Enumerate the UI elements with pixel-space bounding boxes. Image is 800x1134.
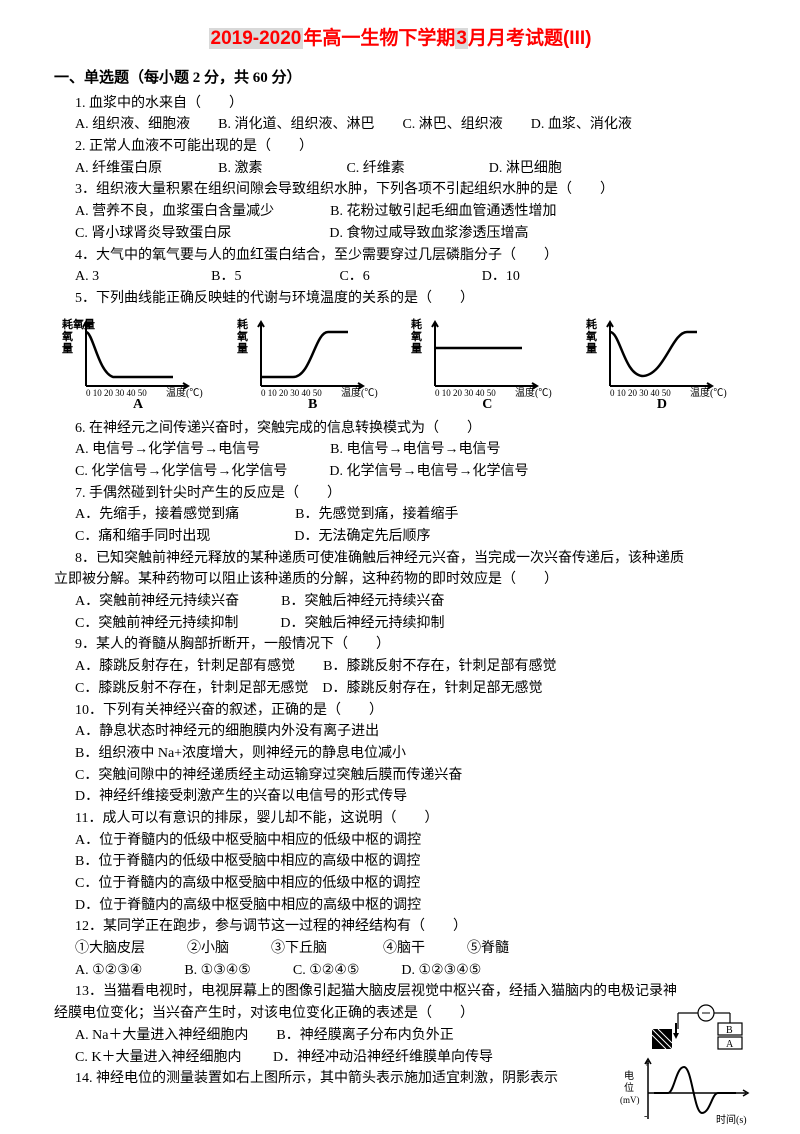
question-12: 12．某同学正在跑步，参与调节这一过程的神经结构有（ ） [54,916,746,938]
question-4: 4．大气中的氧气要与人的血红蛋白结合，至少需要穿过几层磷脂分子（ ） [54,245,746,267]
question-2-options: A. 纤维蛋白原 B. 激素 C. 纤维素 D. 淋巴细胞 [54,158,746,180]
question-9-options-a: A．膝跳反射存在，针刺足部有感觉 B．膝跳反射不存在，针刺足部有感觉 [54,656,746,678]
question-10-option-c: C．突触间隙中的神经递质经主动运输穿过突触后膜而传递兴奋 [54,765,746,787]
question-12-options: A. ①②③④ B. ①③④⑤ C. ①②④⑤ D. ①②③④⑤ [54,960,746,982]
svg-text:B: B [726,1025,733,1036]
svg-text:温度(℃): 温度(℃) [690,386,727,399]
question-3: 3．组织液大量积累在组织间隙会导致组织水肿，下列各项不引起组织水肿的是（ ） [54,179,746,201]
svg-text:量: 量 [62,342,73,355]
fig-ylabel: 电 [624,1069,634,1082]
question-11: 11．成人可以有意识的排尿，婴儿却不能，这说明（ ） [54,808,746,830]
question-9-options-b: C．膝跳反射不存在，针刺足部无感觉 D．膝跳反射存在，针刺足部无感觉 [54,678,746,700]
svg-text:温度(℃): 温度(℃) [515,386,552,399]
question-9: 9．某人的脊髓从胸部折断开，一般情况下（ ） [54,634,746,656]
question-7: 7. 手偶然碰到针尖时产生的反应是（ ） [54,483,746,505]
question-10-option-d: D．神经纤维接受刺激产生的兴奋以电信号的形式传导 [54,786,746,808]
chart-label: A [133,394,143,416]
page-title: 2019-2020年高一生物下学期3月月考试题(III) [54,24,746,53]
question-8-options-b: C．突触前神经元持续抑制 D．突触后神经元持续抑制 [54,613,746,635]
title-year: 2019-2020 [209,28,304,49]
question-4-options: A. 3 B．5 C．6 D．10 [54,266,746,288]
question-10: 10．下列有关神经兴奋的叙述，正确的是（ ） [54,700,746,722]
question-11-option-b: B．位于脊髓内的低级中枢受脑中相应的高级中枢的调控 [54,851,746,873]
svg-text:位: 位 [624,1081,634,1094]
svg-text:量: 量 [237,342,248,355]
chart-d: 耗氧量 0 10 20 30 40 50 温度(℃) D [582,314,742,414]
svg-text:(mV): (mV) [620,1095,640,1105]
question-11-option-d: D．位于脊髓内的高级中枢受脑中相应的高级中枢的调控 [54,895,746,917]
title-month: 3 [455,28,468,49]
chart-c: 耗氧量 0 10 20 30 40 50 温度(℃) C [407,314,567,414]
question-12-items: ①大脑皮层 ②小脑 ③下丘脑 ④脑干 ⑤脊髓 [54,938,746,960]
chart-row: 耗氧量 氧 量 0 10 20 30 40 50 温度(℃) A 耗氧量 0 1… [54,314,746,414]
svg-text:耗: 耗 [411,317,422,331]
question-8-options-a: A．突触前神经元持续兴奋 B．突触后神经元持续兴奋 [54,591,746,613]
chart-a: 耗氧量 氧 量 0 10 20 30 40 50 温度(℃) A [58,314,218,414]
question-3-options-b: C. 肾小球肾炎导致蛋白尿 D. 食物过咸导致血浆渗透压增高 [54,223,746,245]
title-post: 月月考试题(III) [468,28,592,49]
chart-ylabel: 耗氧量 [62,317,95,331]
question-13: 13．当猫看电视时，电视屏幕上的图像引起猫大脑皮层视觉中枢兴奋，经插入猫脑内的电… [54,981,746,1003]
svg-text:-: - [644,1111,647,1122]
question-6-options-a: A. 电信号→化学信号→电信号 B. 电信号→电信号→电信号 [54,439,746,461]
section-heading: 一、单选题（每小题 2 分，共 60 分） [54,67,746,90]
question-8: 8．已知突触前神经元释放的某种递质可使准确触后神经元兴奋，当完成一次兴奋传递后，… [54,548,746,570]
svg-text:氧: 氧 [61,329,73,343]
question-8-cont: 立即被分解。某种药物可以阻止该种递质的分解，这种药物的即时效应是（ ） [54,569,746,591]
svg-text:氧: 氧 [236,329,248,343]
figure-q14: B A + - 电 位 (mV) 时间(s) [618,1001,758,1126]
fig-xlabel: 时间(s) [716,1113,747,1126]
question-1-options: A. 组织液、细胞液 B. 消化道、组织液、淋巴 C. 淋巴、组织液 D. 血浆… [54,114,746,136]
question-10-option-b: B．组织液中 Na+浓度增大，则神经元的静息电位减小 [54,743,746,765]
question-1: 1. 血浆中的水来自（ ） [54,93,746,115]
question-5: 5．下列曲线能正确反映蛙的代谢与环境温度的关系的是（ ） [54,288,746,310]
question-6-options-b: C. 化学信号→化学信号→化学信号 D. 化学信号→电信号→化学信号 [54,461,746,483]
question-2: 2. 正常人血液不可能出现的是（ ） [54,136,746,158]
chart-label: B [308,394,317,416]
svg-text:温度(℃): 温度(℃) [166,386,203,399]
svg-text:耗: 耗 [586,317,597,331]
svg-text:量: 量 [411,342,422,355]
question-11-option-a: A．位于脊髓内的低级中枢受脑中相应的低级中枢的调控 [54,830,746,852]
svg-text:耗: 耗 [237,317,248,331]
svg-text:量: 量 [586,342,597,355]
chart-label: C [482,394,492,416]
chart-label: D [657,394,667,416]
svg-text:氧: 氧 [585,329,597,343]
title-mid: 年高一生物下学期 [303,28,455,49]
svg-text:A: A [726,1039,734,1050]
question-11-option-c: C．位于脊髓内的高级中枢受脑中相应的低级中枢的调控 [54,873,746,895]
question-10-option-a: A．静息状态时神经元的细胞膜内外没有离子进出 [54,721,746,743]
question-7-options-b: C．痛和缩手同时出现 D．无法确定先后顺序 [54,526,746,548]
svg-text:+: + [644,1059,650,1070]
question-3-options-a: A. 营养不良，血浆蛋白含量减少 B. 花粉过敏引起毛细血管通透性增加 [54,201,746,223]
question-7-options-a: A．先缩手，接着感觉到痛 B．先感觉到痛，接着缩手 [54,504,746,526]
svg-text:氧: 氧 [410,329,422,343]
svg-text:温度(℃): 温度(℃) [341,386,378,399]
question-6: 6. 在神经元之间传递兴奋时，突触完成的信息转换模式为（ ） [54,418,746,440]
chart-b: 耗氧量 0 10 20 30 40 50 温度(℃) B [233,314,393,414]
